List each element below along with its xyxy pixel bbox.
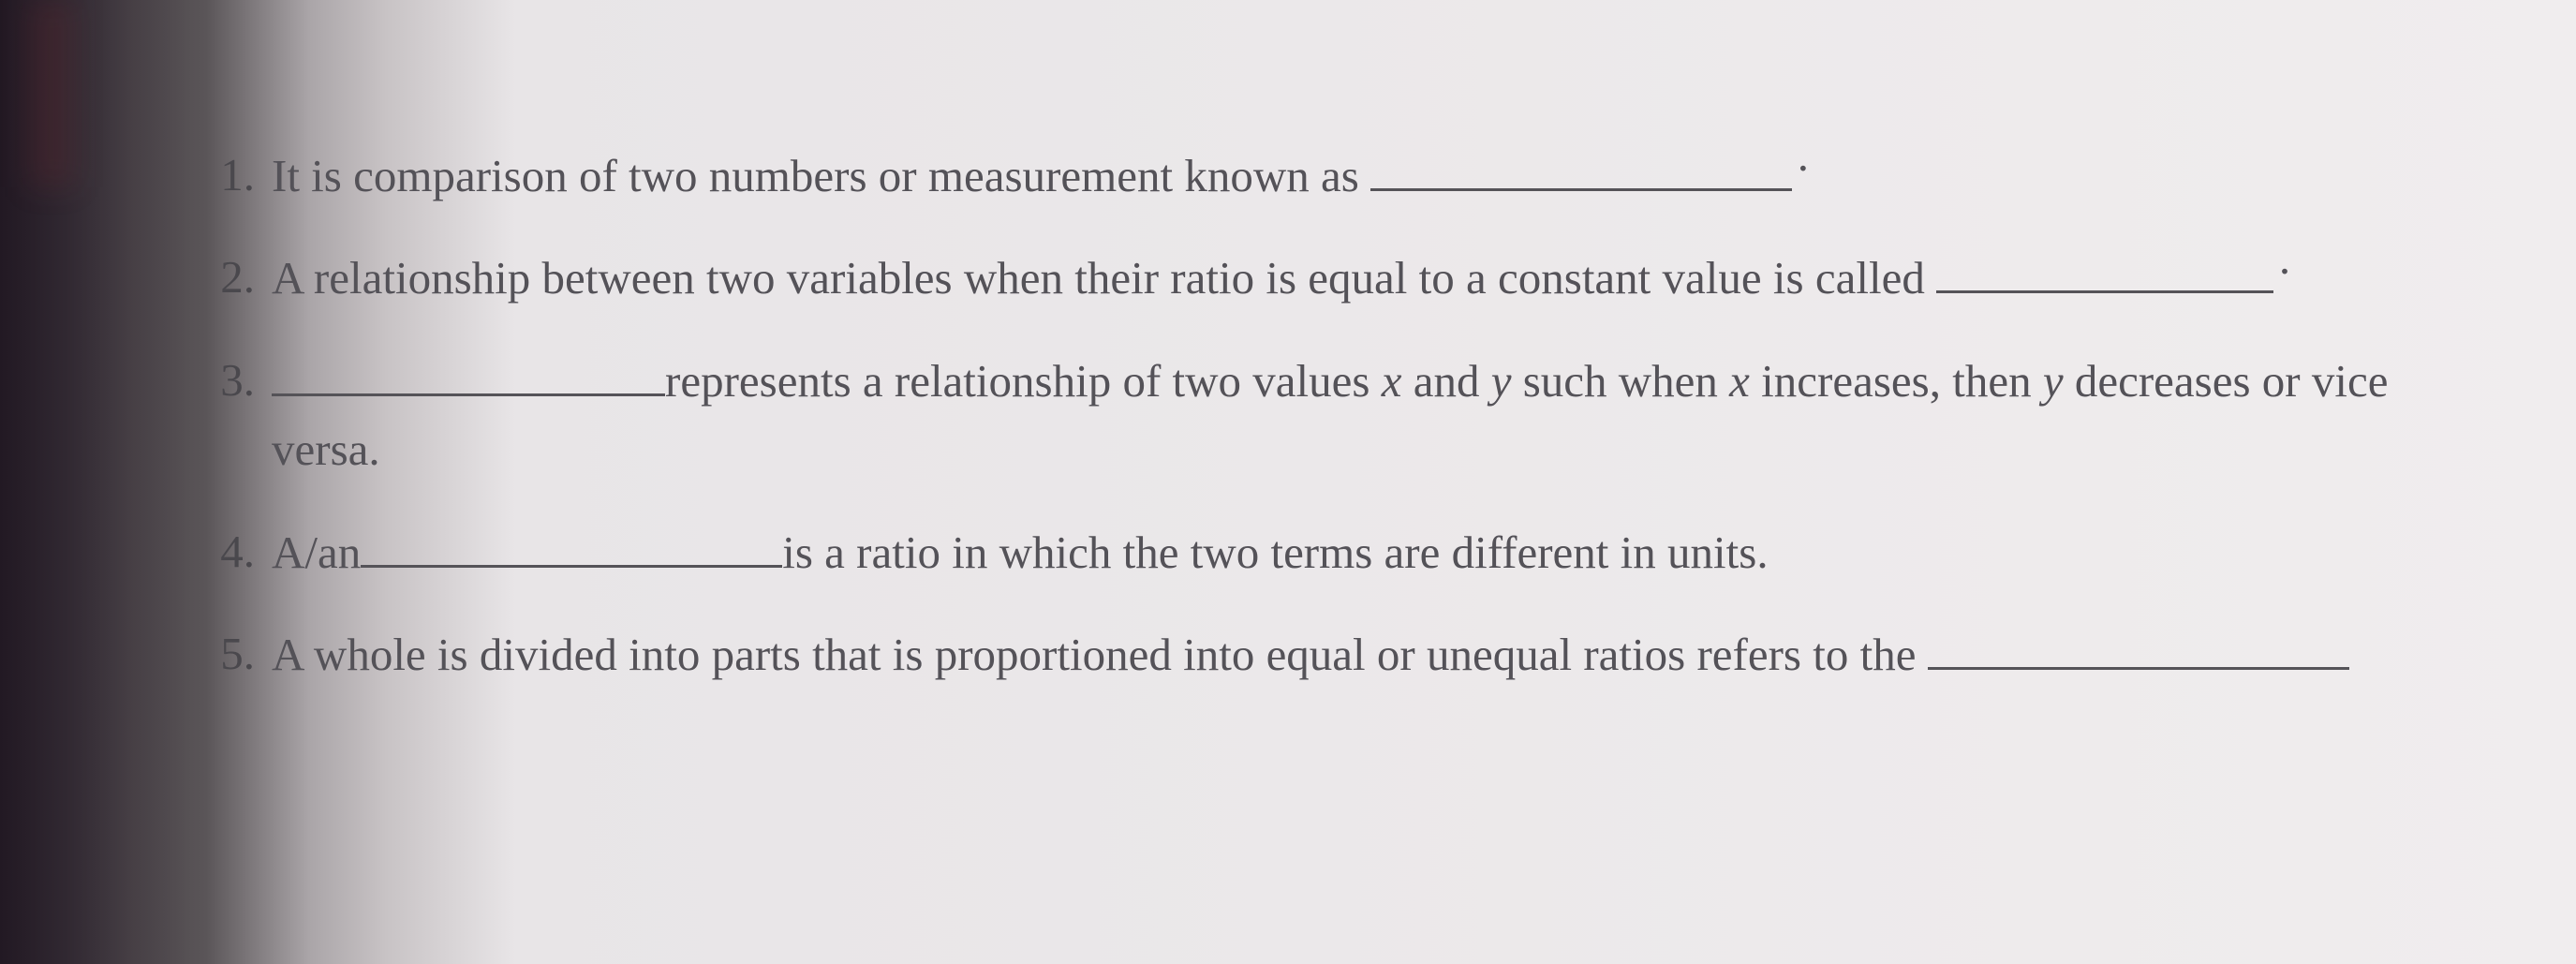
question-number: 2. <box>206 243 272 312</box>
photo-dark-edge <box>0 0 187 964</box>
text-part: A whole is divided into parts that is pr… <box>272 629 1928 680</box>
question-number: 5. <box>206 619 272 689</box>
text-part: It is comparison of two numbers or measu… <box>272 150 1370 201</box>
text-part: is a ratio in which the two terms are di… <box>782 526 1768 578</box>
question-text: A whole is divided into parts that is pr… <box>272 619 2492 689</box>
text-part: represents a relationship of two values <box>665 355 1382 407</box>
question-item-1: 1. It is comparison of two numbers or me… <box>206 141 2492 210</box>
variable-x: x <box>1382 355 1402 407</box>
question-number: 4. <box>206 517 272 586</box>
question-text: A/an is a ratio in which the two terms ar… <box>272 517 2492 586</box>
fill-blank[interactable] <box>361 517 782 568</box>
text-part: increases, then <box>1750 355 2043 407</box>
question-text: A relationship between two variables whe… <box>272 243 2492 312</box>
document-content: 1. It is comparison of two numbers or me… <box>206 141 2548 721</box>
question-item-5: 5. A whole is divided into parts that is… <box>206 619 2492 689</box>
fill-blank[interactable] <box>1928 619 2349 670</box>
fill-blank[interactable] <box>1370 141 1792 191</box>
question-number: 1. <box>206 141 272 210</box>
question-number: 3. <box>206 346 272 415</box>
question-item-3: 3. represents a relationship of two valu… <box>206 346 2492 484</box>
question-text: It is comparison of two numbers or measu… <box>272 141 2492 210</box>
question-text: represents a relationship of two values … <box>272 346 2492 484</box>
variable-y: y <box>2043 355 2064 407</box>
question-list: 1. It is comparison of two numbers or me… <box>206 141 2492 689</box>
text-part: A relationship between two variables whe… <box>272 252 1936 304</box>
text-part: and <box>1401 355 1490 407</box>
text-part: such when <box>1511 355 1729 407</box>
text-part: A/an <box>272 526 361 578</box>
fill-blank[interactable] <box>1936 243 2273 293</box>
fill-blank[interactable] <box>272 346 665 396</box>
question-item-2: 2. A relationship between two variables … <box>206 243 2492 312</box>
variable-x: x <box>1729 355 1750 407</box>
variable-y: y <box>1491 355 1512 407</box>
question-item-4: 4. A/an is a ratio in which the two terms… <box>206 517 2492 586</box>
